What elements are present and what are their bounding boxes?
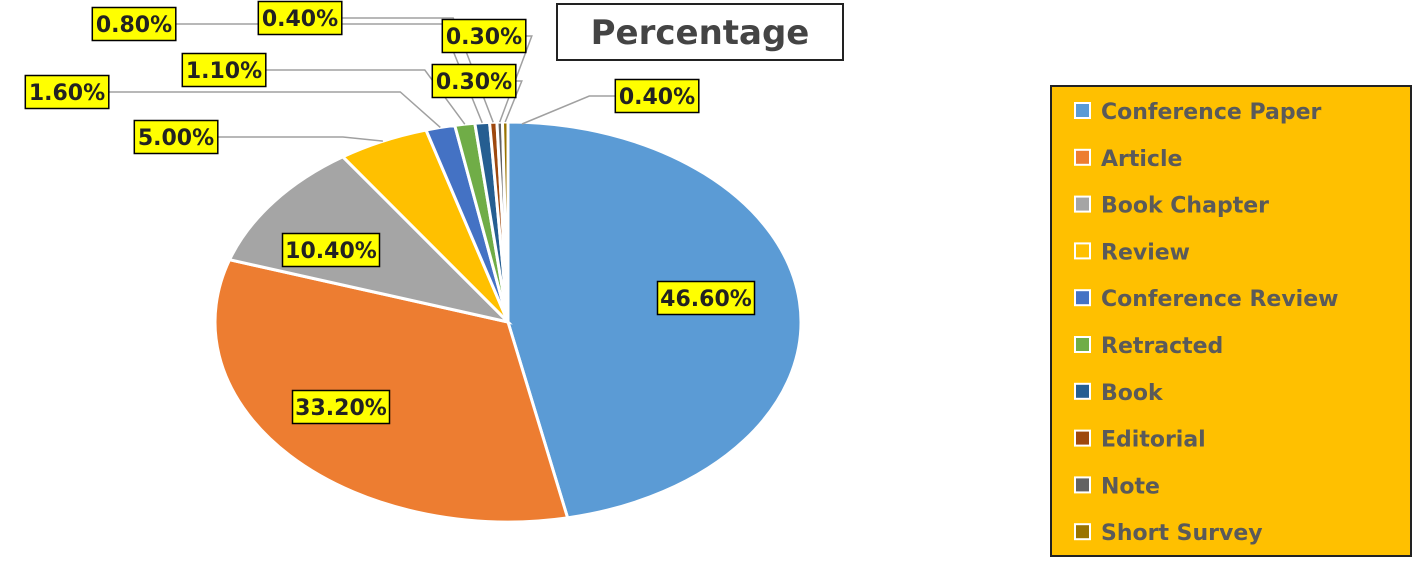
chart-title: Percentage — [591, 13, 810, 53]
legend-item-conference-paper: Conference Paper — [1074, 100, 1322, 125]
data-label-short-survey: 0.30% — [431, 63, 517, 99]
leader-line — [265, 69, 466, 125]
legend-label: Short Survey — [1101, 521, 1263, 546]
data-label-text: 0.30% — [436, 70, 512, 95]
legend-item-note: Note — [1074, 474, 1160, 499]
legend-swatch — [1074, 195, 1091, 213]
legend-item-short-survey: Short Survey — [1074, 521, 1263, 546]
data-label-box — [24, 74, 110, 110]
leader-line — [504, 80, 523, 123]
data-label-editorial: 0.40% — [257, 0, 343, 36]
data-label-text: 0.80% — [96, 13, 172, 38]
data-label-extra: 0.40% — [614, 78, 700, 114]
data-label-retracted: 1.10% — [181, 52, 267, 88]
legend-label: Editorial — [1101, 428, 1206, 453]
leader-line — [521, 95, 616, 125]
legend-item-review: Review — [1074, 240, 1190, 265]
data-labels: 46.60% 33.20% 10.40% 5.00% 1.60% 1.10% 0.80% 0.… — [24, 0, 756, 425]
data-label-conference-review: 1.60% — [24, 74, 110, 110]
data-label-article: 33.20% — [291, 389, 391, 425]
legend-label: Book Chapter — [1101, 194, 1269, 219]
data-label-text: 5.00% — [138, 126, 214, 151]
legend-swatch — [1074, 523, 1091, 541]
legend-item-editorial: Editorial — [1074, 428, 1206, 453]
data-label-text: 33.20% — [295, 396, 387, 421]
data-label-text: 0.30% — [446, 25, 522, 50]
data-label-book-chapter: 10.40% — [281, 232, 381, 268]
data-label-box — [257, 0, 343, 36]
data-label-book: 0.80% — [91, 6, 177, 42]
legend-box — [1050, 85, 1412, 557]
legend-item-article: Article — [1074, 147, 1182, 172]
legend-swatch — [1074, 476, 1091, 494]
data-label-conference-paper: 46.60% — [656, 280, 756, 316]
legend-label: Article — [1101, 147, 1182, 172]
data-label-box — [291, 389, 391, 425]
data-label-text: 1.60% — [29, 81, 105, 106]
leader-line — [217, 136, 383, 142]
data-label-box — [614, 78, 700, 114]
pie-slice-article — [213, 257, 570, 524]
data-label-text: 46.60% — [660, 287, 752, 312]
data-label-box — [181, 52, 267, 88]
legend-swatch — [1074, 289, 1091, 307]
data-label-text: 10.40% — [285, 239, 377, 264]
legend-swatch — [1074, 148, 1091, 166]
legend-label: Conference Review — [1101, 287, 1338, 312]
pie-slices — [213, 120, 803, 524]
data-label-box — [91, 6, 177, 42]
legend-label: Review — [1101, 240, 1190, 265]
legend-item-retracted: Retracted — [1074, 334, 1223, 359]
legend-item-book-chapter: Book Chapter — [1074, 194, 1269, 219]
data-label-box — [441, 18, 527, 54]
legend-swatch — [1074, 242, 1091, 260]
data-label-review: 5.00% — [133, 119, 219, 155]
pie-slice-conference-paper — [506, 120, 803, 520]
legend-label: Book — [1101, 381, 1164, 406]
data-label-box — [656, 280, 756, 316]
legend-swatch — [1074, 429, 1091, 447]
data-label-box — [133, 119, 219, 155]
legend-label: Note — [1101, 474, 1160, 499]
data-label-text: 0.40% — [619, 85, 695, 110]
legend-swatch — [1074, 102, 1091, 119]
legend-item-book: Book — [1074, 381, 1164, 406]
data-label-text: 0.40% — [262, 7, 338, 32]
legend-swatch — [1074, 336, 1091, 353]
data-label-text: 1.10% — [186, 59, 262, 84]
legend-swatch — [1074, 382, 1091, 400]
leader-line — [108, 91, 441, 128]
legend-label: Retracted — [1101, 334, 1223, 359]
legend: Conference Paper Article Book Chapter Revie… — [1050, 85, 1412, 557]
legend-item-conference-review: Conference Review — [1074, 287, 1338, 312]
chart-title-box: Percentage — [556, 3, 844, 61]
legend-label: Conference Paper — [1101, 100, 1322, 125]
data-label-box — [431, 63, 517, 99]
data-label-note: 0.30% — [441, 18, 527, 54]
data-label-box — [281, 232, 381, 268]
